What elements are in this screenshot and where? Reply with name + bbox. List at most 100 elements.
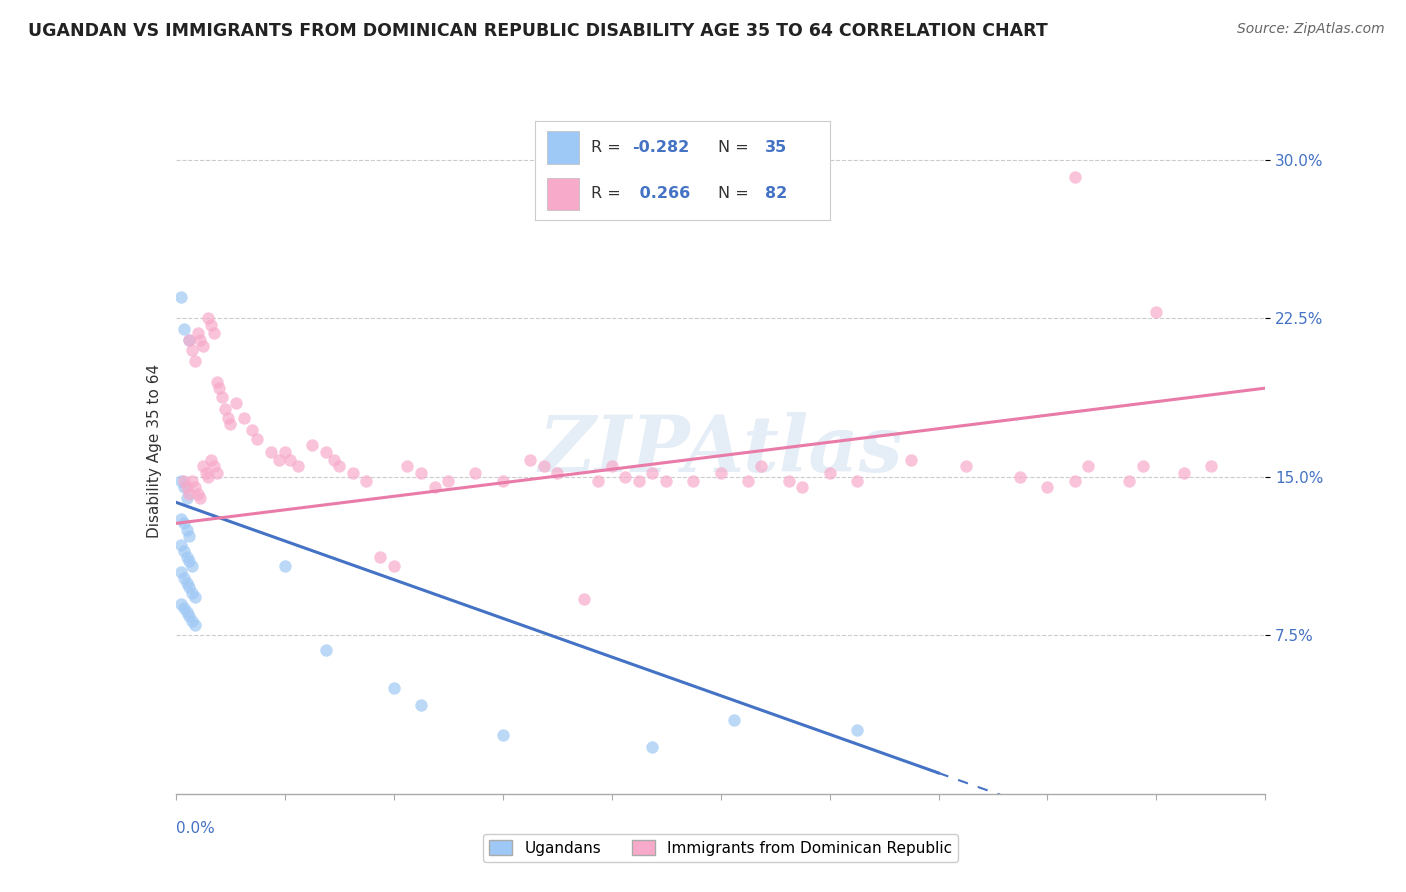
Point <box>396 459 419 474</box>
Point <box>197 470 219 484</box>
Point <box>356 474 378 488</box>
Point <box>1144 305 1167 319</box>
Point <box>176 550 198 565</box>
Point <box>173 474 195 488</box>
Point <box>184 353 207 368</box>
Point <box>723 713 745 727</box>
Point <box>186 487 209 501</box>
Point <box>464 466 486 480</box>
Point <box>202 326 225 341</box>
Point <box>191 459 214 474</box>
Point <box>322 453 344 467</box>
Point <box>1173 466 1195 480</box>
Point <box>202 459 225 474</box>
Point <box>200 453 222 467</box>
Point <box>179 580 201 594</box>
Text: 0.0%: 0.0% <box>176 822 215 837</box>
Point <box>423 480 446 494</box>
Point <box>173 544 195 558</box>
Point <box>260 444 283 458</box>
Point <box>179 487 201 501</box>
Point <box>315 444 337 458</box>
Point <box>278 453 301 467</box>
Point <box>641 740 664 755</box>
Point <box>170 537 193 551</box>
Point <box>368 550 391 565</box>
Point <box>818 466 841 480</box>
Point <box>586 474 609 488</box>
Y-axis label: Disability Age 35 to 64: Disability Age 35 to 64 <box>146 363 162 538</box>
Point <box>197 311 219 326</box>
Point <box>1118 474 1140 488</box>
Point <box>179 333 201 347</box>
Point <box>225 396 247 410</box>
Point <box>519 453 541 467</box>
Point <box>179 333 201 347</box>
Point <box>181 474 204 488</box>
Point <box>409 698 432 712</box>
Point <box>737 474 759 488</box>
Point <box>246 432 269 446</box>
Point <box>219 417 242 431</box>
Point <box>176 491 198 505</box>
Point <box>574 592 596 607</box>
Point <box>173 480 195 494</box>
Point <box>1010 470 1032 484</box>
Point <box>181 558 204 573</box>
Point <box>205 466 228 480</box>
Point <box>170 597 193 611</box>
Point <box>181 343 204 357</box>
Point <box>1077 459 1099 474</box>
Point <box>382 681 405 696</box>
Point <box>955 459 977 474</box>
Point <box>205 375 228 389</box>
Point <box>188 333 211 347</box>
Point <box>211 390 233 404</box>
Point <box>170 512 193 526</box>
Point <box>301 438 323 452</box>
Point <box>845 723 868 738</box>
Point <box>845 474 868 488</box>
Point <box>409 466 432 480</box>
Point <box>1199 459 1222 474</box>
Point <box>240 423 263 437</box>
Point <box>1036 480 1059 494</box>
Point <box>1063 474 1085 488</box>
Point <box>179 529 201 543</box>
Point <box>173 601 195 615</box>
Text: Source: ZipAtlas.com: Source: ZipAtlas.com <box>1237 22 1385 37</box>
Point <box>778 474 800 488</box>
Point <box>627 474 650 488</box>
Point <box>751 459 773 474</box>
Point <box>184 617 207 632</box>
Point <box>184 480 207 494</box>
Point <box>546 466 568 480</box>
Text: UGANDAN VS IMMIGRANTS FROM DOMINICAN REPUBLIC DISABILITY AGE 35 TO 64 CORRELATIO: UGANDAN VS IMMIGRANTS FROM DOMINICAN REP… <box>28 22 1047 40</box>
Point <box>186 326 209 341</box>
Point <box>179 554 201 568</box>
Point <box>900 453 922 467</box>
Point <box>200 318 222 332</box>
Point <box>1132 459 1154 474</box>
Point <box>287 459 309 474</box>
Point <box>214 402 236 417</box>
Point <box>274 558 297 573</box>
Point <box>170 565 193 579</box>
Point <box>176 605 198 619</box>
Point <box>342 466 364 480</box>
Point <box>315 643 337 657</box>
Point <box>191 339 214 353</box>
Point <box>176 480 198 494</box>
Point <box>194 466 217 480</box>
Point <box>792 480 814 494</box>
Point <box>437 474 460 488</box>
Point <box>184 591 207 605</box>
Point <box>170 474 193 488</box>
Point <box>181 586 204 600</box>
Point <box>173 322 195 336</box>
Point <box>179 609 201 624</box>
Point <box>533 459 555 474</box>
Point <box>269 453 291 467</box>
Point <box>181 614 204 628</box>
Point <box>176 523 198 537</box>
